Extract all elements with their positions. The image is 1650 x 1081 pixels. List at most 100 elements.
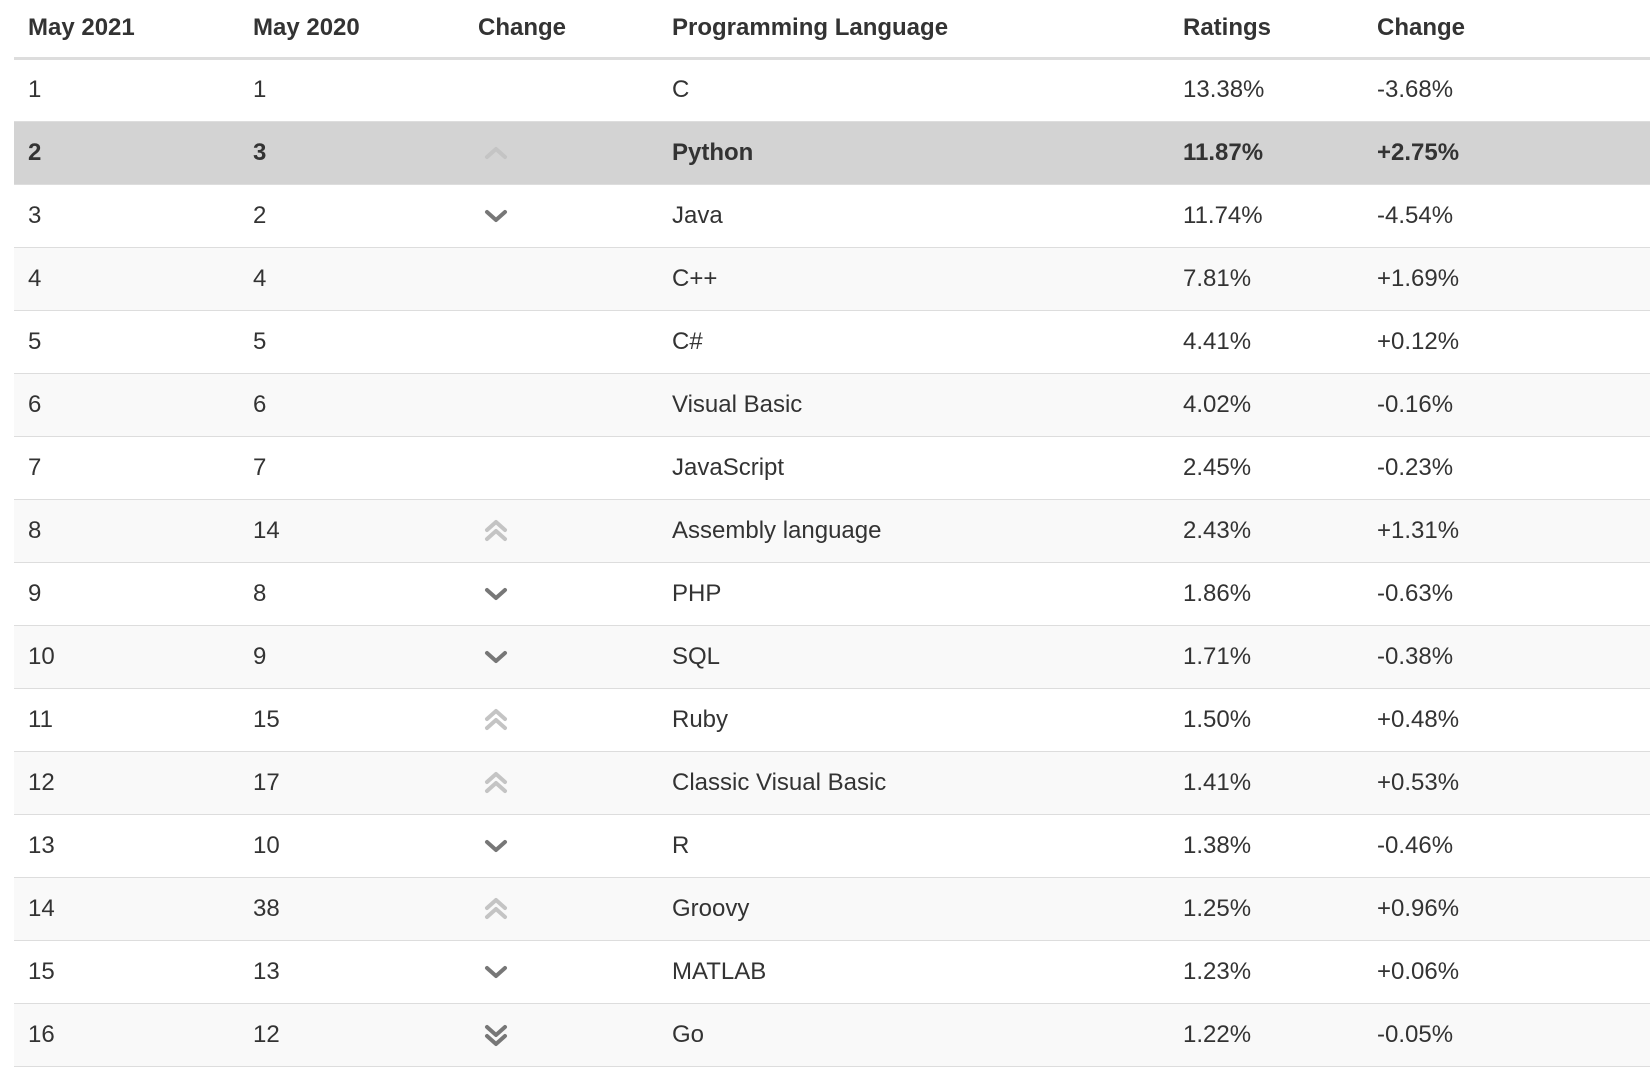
trend-cell — [464, 183, 658, 247]
ratings-cell: 1.25% — [1169, 876, 1363, 940]
language-cell: Groovy — [658, 876, 1169, 940]
table-row: 3 2 Java 11.74% -4.54% — [14, 183, 1650, 247]
rank-2021-cell: 4 — [14, 246, 239, 310]
ratings-cell: 13.38% — [1169, 58, 1363, 121]
rank-2020-cell: 13 — [239, 939, 464, 1003]
rank-2021-cell: 2 — [14, 120, 239, 184]
rank-2021-cell: 14 — [14, 876, 239, 940]
change-cell: +2.75% — [1363, 120, 1650, 184]
table-row: 12 17 Classic Visual Basic 1.41% +0.53% — [14, 750, 1650, 814]
language-cell: Python — [658, 120, 1169, 184]
table-row: 6 6 Visual Basic 4.02% -0.16% — [14, 372, 1650, 436]
double-chevron-up-icon — [482, 706, 510, 734]
table-row: 15 13 MATLAB 1.23% +0.06% — [14, 939, 1650, 1003]
language-cell: PHP — [658, 561, 1169, 625]
table-row: 2 3 Python 11.87% +2.75% — [14, 120, 1650, 184]
ratings-cell: 1.38% — [1169, 813, 1363, 877]
change-cell: -0.63% — [1363, 561, 1650, 625]
language-cell: Classic Visual Basic — [658, 750, 1169, 814]
trend-cell — [464, 624, 658, 688]
ratings-cell: 1.86% — [1169, 561, 1363, 625]
ratings-cell: 1.23% — [1169, 939, 1363, 1003]
ratings-cell: 11.87% — [1169, 120, 1363, 184]
trend-cell — [464, 498, 658, 562]
table-row: 8 14 Assembly language 2.43% +1.31% — [14, 498, 1650, 562]
table-row: 4 4 C++ 7.81% +1.69% — [14, 246, 1650, 310]
table-row: 14 38 Groovy 1.25% +0.96% — [14, 876, 1650, 940]
language-cell: Java — [658, 183, 1169, 247]
rank-2021-cell: 5 — [14, 309, 239, 373]
table-row: 1 1 C 13.38% -3.68% — [14, 58, 1650, 121]
trend-cell — [464, 372, 658, 436]
chevron-down-icon — [482, 832, 510, 860]
change-cell: -4.54% — [1363, 183, 1650, 247]
change-cell: +0.06% — [1363, 939, 1650, 1003]
rank-2020-cell: 1 — [239, 58, 464, 121]
rank-2020-cell: 4 — [239, 246, 464, 310]
ratings-cell: 2.45% — [1169, 435, 1363, 499]
header-ratings[interactable]: Ratings — [1169, 0, 1363, 60]
header-language[interactable]: Programming Language — [658, 0, 1169, 60]
change-cell: +0.48% — [1363, 687, 1650, 751]
rank-2021-cell: 8 — [14, 498, 239, 562]
language-cell: C# — [658, 309, 1169, 373]
language-cell: Assembly language — [658, 498, 1169, 562]
table-row: 7 7 JavaScript 2.45% -0.23% — [14, 435, 1650, 499]
table-row: 16 12 Go 1.22% -0.05% — [14, 1002, 1650, 1067]
language-cell: JavaScript — [658, 435, 1169, 499]
rank-2021-cell: 6 — [14, 372, 239, 436]
change-cell: -3.68% — [1363, 58, 1650, 121]
double-chevron-up-icon — [482, 895, 510, 923]
trend-cell — [464, 58, 658, 121]
ratings-cell: 11.74% — [1169, 183, 1363, 247]
rank-2021-cell: 7 — [14, 435, 239, 499]
chevron-down-icon — [482, 202, 510, 230]
change-cell: +0.96% — [1363, 876, 1650, 940]
rank-2020-cell: 17 — [239, 750, 464, 814]
language-cell: Ruby — [658, 687, 1169, 751]
language-cell: Visual Basic — [658, 372, 1169, 436]
table-row: 13 10 R 1.38% -0.46% — [14, 813, 1650, 877]
trend-cell — [464, 246, 658, 310]
change-cell: +1.31% — [1363, 498, 1650, 562]
change-cell: -0.38% — [1363, 624, 1650, 688]
double-chevron-down-icon — [482, 1021, 510, 1049]
rank-2021-cell: 9 — [14, 561, 239, 625]
rank-2020-cell: 9 — [239, 624, 464, 688]
table-row: 11 15 Ruby 1.50% +0.48% — [14, 687, 1650, 751]
chevron-down-icon — [482, 958, 510, 986]
change-cell: +0.53% — [1363, 750, 1650, 814]
trend-cell — [464, 120, 658, 184]
ratings-cell: 1.22% — [1169, 1002, 1363, 1067]
change-cell: +1.69% — [1363, 246, 1650, 310]
change-cell: +0.12% — [1363, 309, 1650, 373]
rank-2021-cell: 1 — [14, 58, 239, 121]
rank-2021-cell: 10 — [14, 624, 239, 688]
header-trend[interactable]: Change — [464, 0, 658, 60]
language-cell: C++ — [658, 246, 1169, 310]
header-may-2021[interactable]: May 2021 — [14, 0, 239, 60]
rank-2021-cell: 15 — [14, 939, 239, 1003]
ratings-cell: 1.41% — [1169, 750, 1363, 814]
chevron-up-icon — [482, 139, 510, 167]
change-cell: -0.23% — [1363, 435, 1650, 499]
double-chevron-up-icon — [482, 769, 510, 797]
language-cell: SQL — [658, 624, 1169, 688]
trend-cell — [464, 876, 658, 940]
ratings-cell: 2.43% — [1169, 498, 1363, 562]
language-cell: MATLAB — [658, 939, 1169, 1003]
rank-2020-cell: 3 — [239, 120, 464, 184]
header-may-2020[interactable]: May 2020 — [239, 0, 464, 60]
rank-2020-cell: 7 — [239, 435, 464, 499]
rank-2020-cell: 6 — [239, 372, 464, 436]
table-body: 1 1 C 13.38% -3.68% 2 3 Python 11.87% +2.75% 3 2 Jav… — [14, 58, 1650, 1067]
header-row: May 2021 May 2020 Change Programming Lan… — [14, 0, 1650, 60]
language-ranking-table: May 2021 May 2020 Change Programming Lan… — [14, 0, 1650, 1067]
trend-cell — [464, 435, 658, 499]
rank-2020-cell: 15 — [239, 687, 464, 751]
chevron-down-icon — [482, 580, 510, 608]
change-cell: -0.46% — [1363, 813, 1650, 877]
ratings-cell: 7.81% — [1169, 246, 1363, 310]
header-change[interactable]: Change — [1363, 0, 1650, 60]
double-chevron-up-icon — [482, 517, 510, 545]
